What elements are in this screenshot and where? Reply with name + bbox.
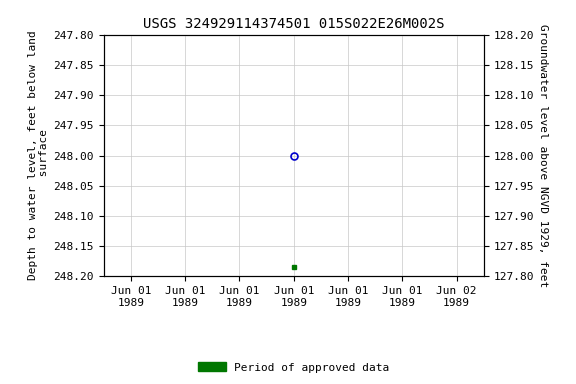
Title: USGS 324929114374501 015S022E26M002S: USGS 324929114374501 015S022E26M002S bbox=[143, 17, 445, 31]
Y-axis label: Depth to water level, feet below land
 surface: Depth to water level, feet below land su… bbox=[28, 31, 50, 280]
Y-axis label: Groundwater level above NGVD 1929, feet: Groundwater level above NGVD 1929, feet bbox=[538, 24, 548, 287]
Legend: Period of approved data: Period of approved data bbox=[198, 362, 390, 372]
